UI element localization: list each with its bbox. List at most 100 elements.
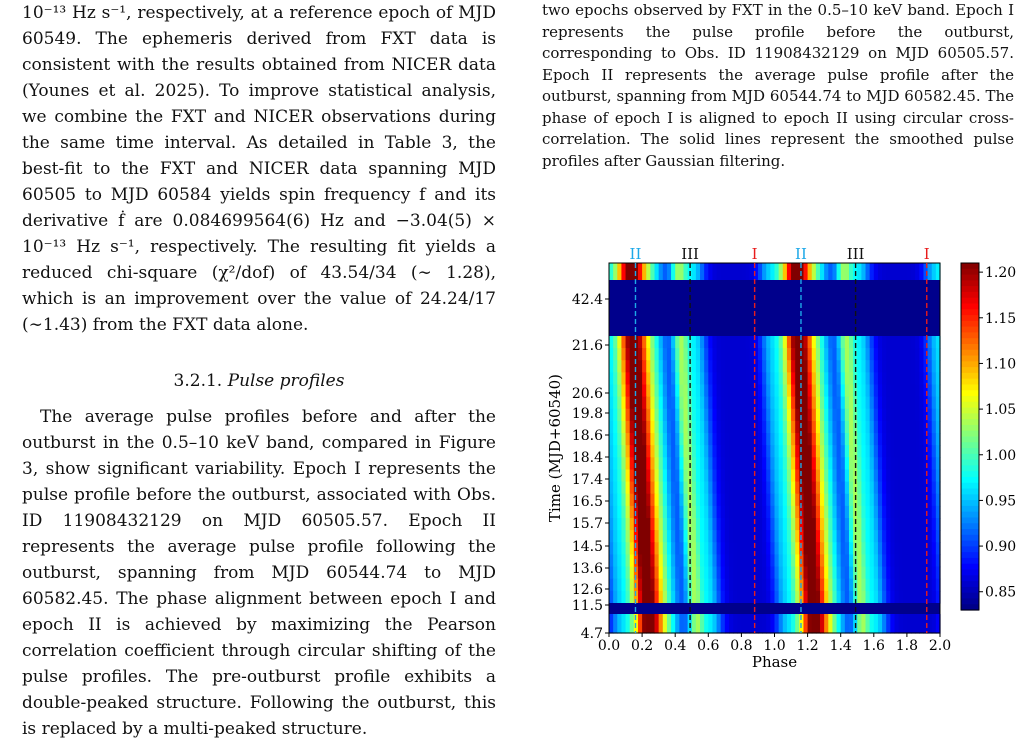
heatmap-cell [828,457,834,471]
heatmap-cell [625,384,631,398]
heatmap-cell [666,493,672,507]
heatmap-cell [687,590,693,604]
heatmap-cell [931,554,937,568]
colorbar-segment [961,505,979,513]
heatmap-cell [820,408,825,422]
heatmap-cell [791,554,796,568]
heatmap-cell [716,396,722,410]
heatmap-cell [807,433,813,446]
heatmap-cell [737,348,742,361]
heatmap-cell [840,384,846,398]
heatmap-cell [642,590,647,604]
heatmap-cell [906,530,912,543]
heatmap-cell [683,493,689,507]
heatmap-cell [815,505,821,519]
heatmap-cell [836,384,842,398]
heatmap-cell [745,469,751,483]
heatmap-cell [873,408,879,422]
heatmap-cell [654,396,660,410]
heatmap-cell [857,554,862,568]
heatmap-cell [691,493,697,507]
heatmap-cell [902,263,908,281]
heatmap-cell [617,372,623,386]
heatmap-cell [778,408,784,422]
heatmap-cell [898,481,904,495]
heatmap-cell [704,348,709,361]
heatmap-cell [646,530,651,543]
heatmap-cell [774,408,780,422]
heatmap-cell [766,518,771,531]
heatmap-cell [778,420,784,434]
heatmap-cell [778,566,784,580]
heatmap-cell [671,372,676,386]
heatmap-cell [774,590,780,604]
heatmap-cell [931,372,937,386]
heatmap-cell [642,396,647,410]
heatmap-cell [749,578,755,592]
phase-marker-label: III [847,245,865,263]
heatmap-cell [807,408,813,422]
heatmap-cell [737,542,742,556]
heatmap-cell [919,469,925,483]
heatmap-cell [654,614,660,634]
heatmap-cell [865,396,871,410]
heatmap-cell [894,336,900,349]
heatmap-cell [724,348,730,361]
heatmap-cell [890,396,896,410]
heatmap-cell [778,518,784,531]
heatmap-cell [906,420,912,434]
heatmap-cell [795,481,800,495]
heatmap-cell [836,542,842,556]
heatmap-cell [774,493,780,507]
heatmap-cell [770,408,776,422]
heatmap-cell [671,469,676,483]
heatmap-cell [629,384,635,398]
heatmap-cell [642,481,647,495]
heatmap-cell [782,505,788,519]
colorbar-segment [961,494,979,501]
heatmap-cell [935,530,941,543]
heatmap-cell [873,372,879,386]
heatmap-cell [803,396,809,410]
heatmap-cell [733,348,738,361]
heatmap-cell [633,469,639,483]
heatmap-cell [811,614,817,634]
heatmap-cell [720,590,726,604]
heatmap-cell [741,433,747,446]
heatmap-cell [877,590,883,604]
heatmap-cell [861,590,867,604]
x-tick-label: 1.0 [763,638,785,654]
heatmap-cell [836,530,842,543]
heatmap-cell [877,457,883,471]
heatmap-cell [844,518,850,531]
heatmap-cell [820,445,825,458]
heatmap-cell [716,384,722,398]
heatmap-cell [931,493,937,507]
heatmap-cell [609,578,614,592]
heatmap-cell [691,518,697,531]
heatmap-cell [662,263,668,281]
heatmap-cell [902,481,908,495]
heatmap-cell [757,518,763,531]
heatmap-cell [935,542,941,556]
heatmap-cell [803,566,809,580]
heatmap-cell [927,408,933,422]
heatmap-cell [828,481,834,495]
heatmap-cell [774,481,780,495]
heatmap-cell [716,372,722,386]
heatmap-cell [637,396,643,410]
heatmap-cell [762,481,767,495]
heatmap-cell [877,566,883,580]
heatmap-cell [799,566,805,580]
colorbar-segment [961,361,979,368]
heatmap-cell [865,372,871,386]
heatmap-cell [786,493,792,507]
heatmap-cell [700,263,705,281]
heatmap-cell [749,614,755,634]
heatmap-cell [778,505,784,519]
heatmap-cell [919,360,925,374]
heatmap-cell [629,554,635,568]
heatmap-cell [733,445,738,458]
heatmap-cell [844,263,850,281]
heatmap-cell [935,396,941,410]
